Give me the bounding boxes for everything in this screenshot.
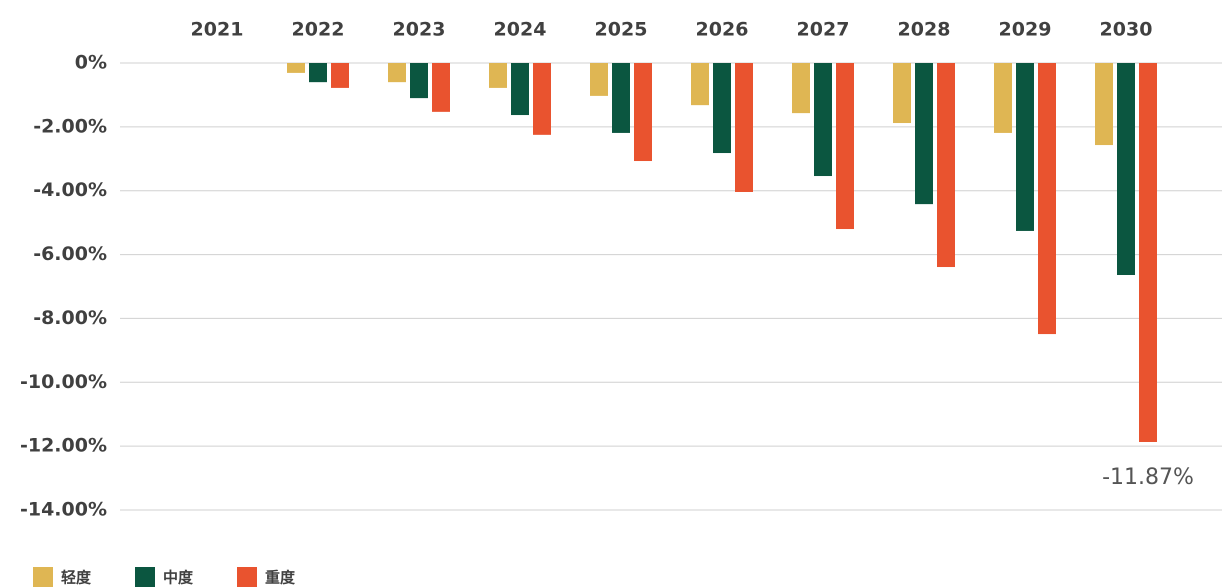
bar: [1095, 63, 1113, 146]
y-tick-label: -12.00%: [20, 435, 107, 457]
bar: [915, 63, 933, 205]
x-tick-label: 2025: [595, 19, 648, 41]
bar: [410, 63, 428, 99]
bar: [1016, 63, 1034, 231]
legend-swatch: [237, 567, 257, 587]
bar: [735, 63, 753, 192]
legend-swatch: [33, 567, 53, 587]
x-tick-label: 2023: [393, 19, 446, 41]
y-tick-label: -14.00%: [20, 499, 107, 521]
x-tick-label: 2021: [191, 19, 244, 41]
bar: [1038, 63, 1056, 335]
x-tick-label: 2024: [494, 19, 547, 41]
legend-label: 重度: [265, 569, 296, 587]
y-tick-label: -2.00%: [33, 115, 107, 137]
bar: [836, 63, 854, 230]
x-tick-label: 2030: [1100, 19, 1153, 41]
x-tick-label: 2022: [292, 19, 345, 41]
bar: [309, 63, 327, 83]
legend-label: 中度: [163, 569, 194, 587]
y-tick-label: -10.00%: [20, 371, 107, 393]
y-tick-label: -6.00%: [33, 243, 107, 265]
bar: [937, 63, 955, 268]
x-tick-label: 2027: [797, 19, 850, 41]
x-tick-label: 2028: [898, 19, 951, 41]
x-tick-label: 2026: [696, 19, 749, 41]
bar: [287, 63, 305, 73]
bar: [792, 63, 810, 114]
bar: [634, 63, 652, 162]
bar: [511, 63, 529, 116]
y-tick-label: 0%: [75, 52, 107, 74]
legend-swatch: [135, 567, 155, 587]
bar: [432, 63, 450, 112]
bar: [713, 63, 731, 154]
bar: [489, 63, 507, 88]
bar: [691, 63, 709, 106]
bar: [612, 63, 630, 133]
x-tick-label: 2029: [999, 19, 1052, 41]
legend-label: 轻度: [61, 569, 92, 587]
bar: [590, 63, 608, 96]
y-tick-label: -4.00%: [33, 179, 107, 201]
bar: [1139, 63, 1157, 442]
y-tick-label: -8.00%: [33, 307, 107, 329]
bar: [814, 63, 832, 177]
bar: [388, 63, 406, 83]
bar: [994, 63, 1012, 133]
bar: [893, 63, 911, 124]
bar: [331, 63, 349, 88]
bar: [1117, 63, 1135, 276]
bar: [533, 63, 551, 135]
data-label: -11.87%: [1102, 465, 1194, 490]
